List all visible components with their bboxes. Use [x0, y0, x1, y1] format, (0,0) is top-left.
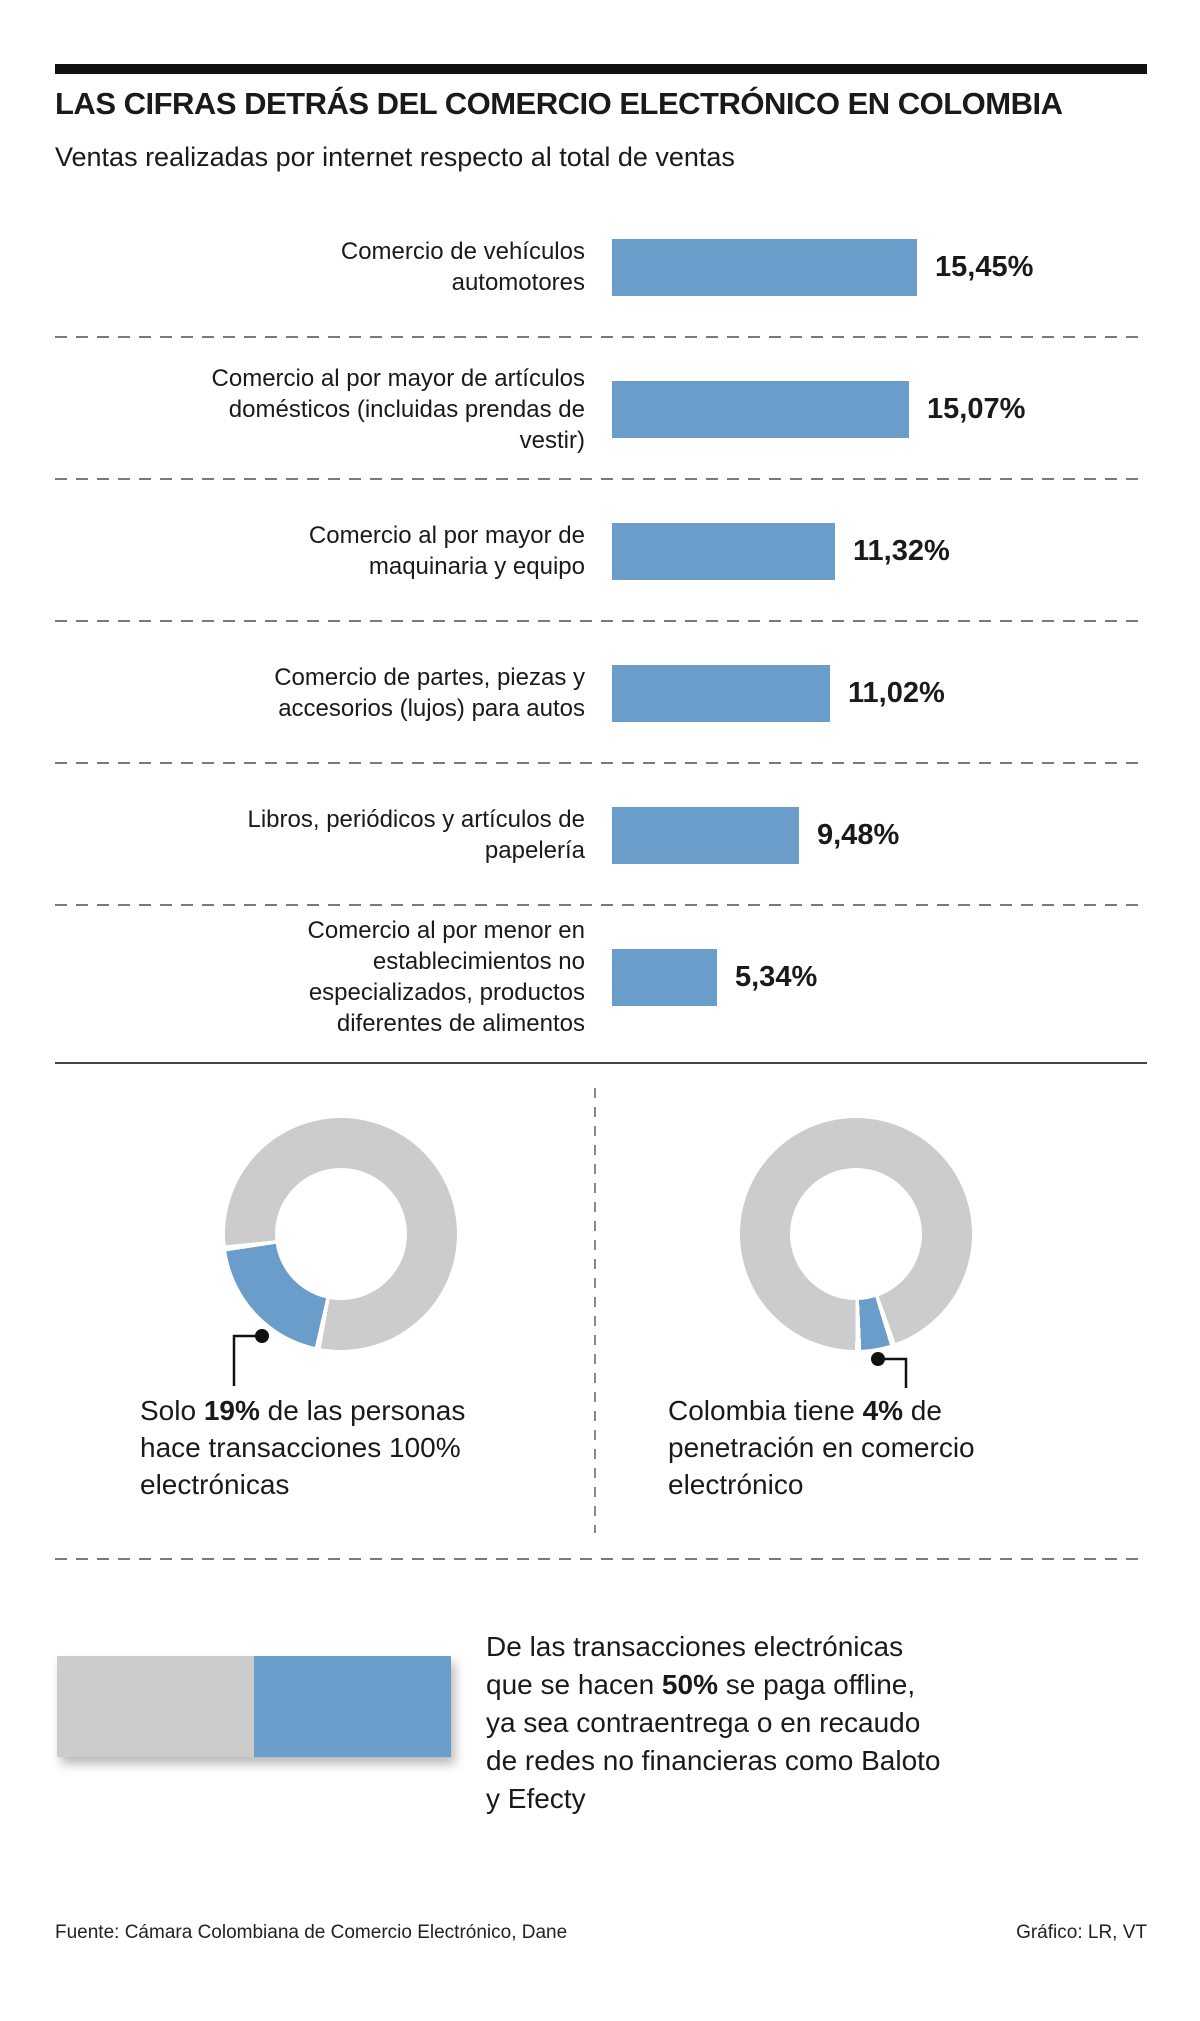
- donut-chart-19pct: [225, 1118, 457, 1350]
- bar-row: Comercio al por mayor de maquinaria y eq…: [55, 480, 1147, 622]
- bar: [612, 238, 917, 296]
- bar-category-label: Comercio al por mayor de maquinaria y eq…: [308, 522, 585, 580]
- bar: [612, 664, 830, 722]
- caption-text: se paga offline, ya sea contraentrega o …: [486, 1669, 941, 1814]
- caption-text: De las transacciones electrónicas que se…: [486, 1631, 904, 1700]
- right-annotation-connector-line: [878, 1357, 908, 1388]
- bar-value-label: 5,34%: [735, 960, 818, 993]
- bar-category-label: Libros, periódicos y artículos de papele…: [247, 806, 586, 864]
- chart-subtitle: Ventas realizadas por internet respecto …: [55, 142, 735, 172]
- bar-category-label: Comercio al por menor en establecimiento…: [307, 917, 585, 1037]
- donut-section: Solo 19% de las personas hace transaccio…: [0, 1080, 1200, 1560]
- bar-category-label: Comercio de partes, piezas y accesorios …: [274, 664, 585, 722]
- bar: [612, 948, 717, 1006]
- section-divider-solid: [55, 1062, 1147, 1064]
- section-divider-dashed: [55, 1558, 1147, 1560]
- bar-value-label: 15,45%: [935, 250, 1034, 283]
- donut-chart-4pct: [740, 1118, 972, 1350]
- bar: [612, 806, 799, 864]
- vertical-dashed-divider: [594, 1088, 596, 1533]
- donut-right-caption: Colombia tiene 4% de penetración en come…: [668, 1392, 998, 1503]
- page-title: LAS CIFRAS DETRÁS DEL COMERCIO ELECTRÓNI…: [55, 86, 1063, 121]
- graphic-credit: Gráfico: LR, VT: [1016, 1922, 1147, 1943]
- bar: [612, 522, 835, 580]
- left-annotation-dot: [255, 1329, 269, 1343]
- bar-chart: Comercio de vehículos automotores 15,45%…: [55, 196, 1147, 1048]
- stacked-bar-segment-blue: [254, 1656, 451, 1757]
- donut-left-caption: Solo 19% de las personas hace transaccio…: [140, 1392, 470, 1503]
- footer: Fuente: Cámara Colombiana de Comercio El…: [55, 1922, 1147, 1944]
- caption-highlight-value: 19%: [203, 1395, 260, 1426]
- bar-row: Comercio al por mayor de artículos domés…: [55, 338, 1147, 480]
- caption-text: de las personas hace transacciones 100% …: [140, 1395, 466, 1500]
- stacked-bar-segment-gray: [57, 1656, 254, 1757]
- bar-row: Comercio al por menor en establecimiento…: [55, 906, 1147, 1048]
- top-rule: [55, 64, 1147, 74]
- bar-value-label: 11,02%: [848, 676, 945, 709]
- bar: [612, 380, 909, 438]
- bar-value-label: 9,48%: [817, 818, 900, 851]
- bar-row: Comercio de partes, piezas y accesorios …: [55, 622, 1147, 764]
- caption-text: Colombia tiene: [668, 1395, 863, 1426]
- caption-highlight-value: 50%: [661, 1669, 718, 1700]
- bar-row: Libros, periódicos y artículos de papele…: [55, 764, 1147, 906]
- offline-payment-section: De las transacciones electrónicas que se…: [0, 1600, 1200, 1890]
- bar-value-label: 11,32%: [853, 534, 950, 567]
- bar-category-label: Comercio de vehículos automotores: [340, 238, 585, 296]
- bar-row: Comercio de vehículos automotores 15,45%: [55, 196, 1147, 338]
- source-credit: Fuente: Cámara Colombiana de Comercio El…: [55, 1922, 568, 1943]
- left-annotation-connector-line: [232, 1334, 262, 1386]
- bar-category-label: Comercio al por mayor de artículos domés…: [211, 364, 585, 454]
- caption-highlight-value: 4%: [862, 1395, 904, 1426]
- stacked-bar-chart: [57, 1656, 451, 1757]
- right-annotation-dot: [871, 1352, 885, 1366]
- caption-text: de penetración en comercio electrónico: [668, 1395, 975, 1500]
- offline-caption: De las transacciones electrónicas que se…: [486, 1628, 946, 1818]
- caption-text: Solo: [140, 1395, 204, 1426]
- bar-value-label: 15,07%: [927, 392, 1026, 425]
